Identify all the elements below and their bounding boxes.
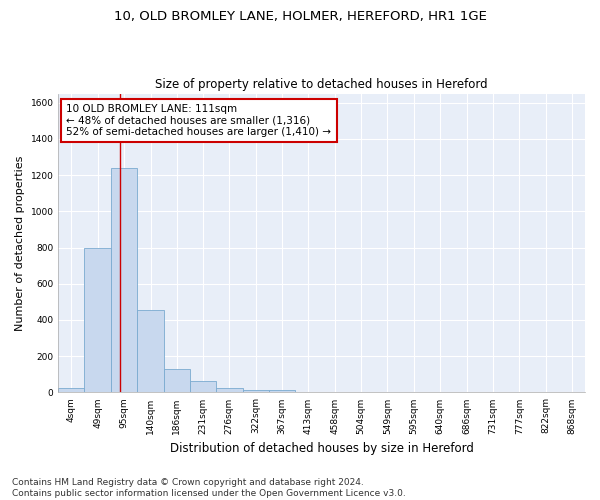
Bar [137,310,164,392]
Y-axis label: Number of detached properties: Number of detached properties [15,156,25,330]
Bar [242,390,269,392]
X-axis label: Distribution of detached houses by size in Hereford: Distribution of detached houses by size … [170,442,473,455]
Bar [190,380,216,392]
Bar [85,248,111,392]
Bar [58,388,85,392]
Title: Size of property relative to detached houses in Hereford: Size of property relative to detached ho… [155,78,488,91]
Bar [164,369,190,392]
Bar [269,390,295,392]
Bar [111,168,137,392]
Text: 10 OLD BROMLEY LANE: 111sqm
← 48% of detached houses are smaller (1,316)
52% of : 10 OLD BROMLEY LANE: 111sqm ← 48% of det… [67,104,331,137]
Text: Contains HM Land Registry data © Crown copyright and database right 2024.
Contai: Contains HM Land Registry data © Crown c… [12,478,406,498]
Bar [216,388,242,392]
Text: 10, OLD BROMLEY LANE, HOLMER, HEREFORD, HR1 1GE: 10, OLD BROMLEY LANE, HOLMER, HEREFORD, … [113,10,487,23]
